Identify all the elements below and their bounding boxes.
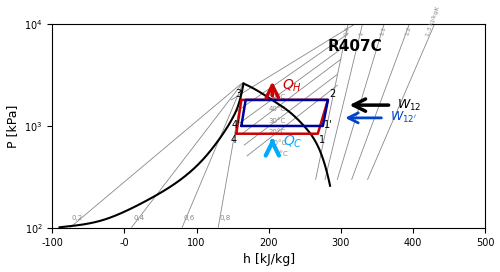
Text: 3: 3 xyxy=(235,89,242,99)
Text: 1: 1 xyxy=(320,135,326,145)
Text: R407C: R407C xyxy=(328,39,382,54)
Text: 4': 4' xyxy=(232,120,240,130)
Text: 20°C: 20°C xyxy=(269,129,286,135)
Text: 0,6: 0,6 xyxy=(184,215,195,221)
Text: 0,2: 0,2 xyxy=(72,215,83,221)
Text: 1,1: 1,1 xyxy=(379,26,386,36)
Y-axis label: P [kPa]: P [kPa] xyxy=(6,104,18,148)
Text: 4: 4 xyxy=(230,135,236,145)
Text: 1: 1 xyxy=(358,32,364,36)
Text: 0,4: 0,4 xyxy=(133,215,144,221)
Text: 50°C: 50°C xyxy=(269,94,286,100)
X-axis label: h [kJ/kg]: h [kJ/kg] xyxy=(242,254,295,267)
Text: $W_{12}$: $W_{12}$ xyxy=(397,98,421,113)
Text: 0°C: 0°C xyxy=(276,151,288,157)
Text: 2: 2 xyxy=(330,89,336,99)
Text: $Q_H$: $Q_H$ xyxy=(282,77,302,94)
Text: 0,8: 0,8 xyxy=(220,215,231,221)
Text: $W_{12'}$: $W_{12'}$ xyxy=(390,110,417,125)
Text: 30°C: 30°C xyxy=(269,118,286,124)
Text: 1,2: 1,2 xyxy=(404,26,412,36)
Text: 10°C: 10°C xyxy=(269,140,286,146)
Text: 0,9: 0,9 xyxy=(343,26,350,36)
Text: 1': 1' xyxy=(324,120,333,130)
Text: $Q_C$: $Q_C$ xyxy=(283,134,303,150)
Text: 1,3 kJ/kgK: 1,3 kJ/kgK xyxy=(426,5,441,36)
Text: 40°C: 40°C xyxy=(269,106,286,113)
